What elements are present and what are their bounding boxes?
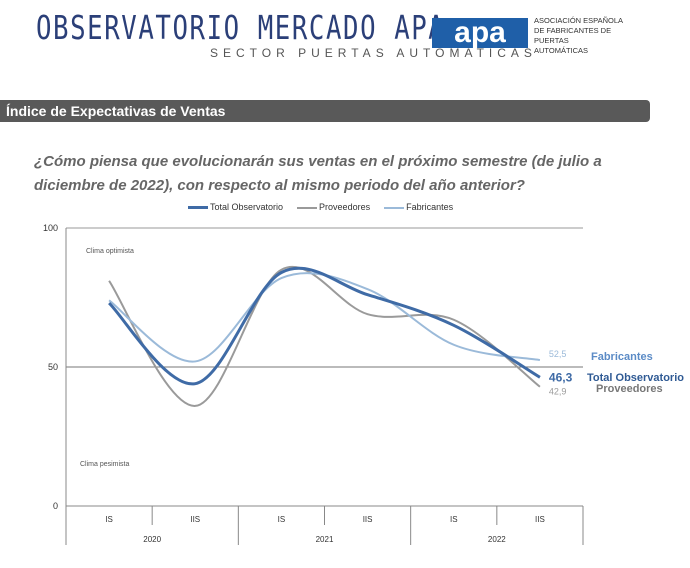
x-tick-label: IS — [450, 515, 458, 524]
svg-text:apa: apa — [454, 16, 506, 49]
header-title: OBSERVATORIO MERCADO APA — [36, 8, 446, 47]
annotation-pesimista: Clima pesimista — [80, 461, 130, 468]
end-value-label: 46,3 — [549, 370, 573, 384]
section-title: Índice de Expectativas de Ventas — [0, 100, 650, 122]
x-tick-label: IS — [105, 515, 113, 524]
series-line-total-observatorio — [108, 266, 541, 386]
x-tick-label: IIS — [535, 515, 545, 524]
annotation-optimista: Clima optimista — [86, 248, 134, 255]
series-name-label: Proveedores — [596, 383, 663, 395]
x-tick-label: IIS — [190, 515, 200, 524]
y-tick-label: 100 — [43, 223, 58, 233]
legend-item: Total Observatorio — [188, 202, 283, 212]
end-value-label: 42,9 — [549, 387, 567, 397]
x-tick-label: IIS — [363, 515, 373, 524]
y-tick-label: 0 — [53, 501, 58, 511]
year-label: 2020 — [143, 535, 161, 544]
legend: Total Observatorio Proveedores Fabricant… — [188, 202, 453, 212]
question: ¿Cómo piensa que evolucionarán sus venta… — [34, 153, 602, 194]
series-name-label: Total Observatorio — [587, 372, 684, 384]
x-tick-label: IS — [278, 515, 286, 524]
end-value-label: 52,5 — [549, 349, 567, 359]
year-label: 2021 — [316, 535, 334, 544]
header-subtitle: SECTOR PUERTAS AUTOMATICAS — [210, 46, 537, 60]
legend-item: Fabricantes — [384, 202, 453, 212]
org-name: ASOCIACIÓN ESPAÑOLA DE FABRICANTES DE PU… — [534, 16, 623, 55]
apa-logo: apa — [432, 16, 528, 49]
year-label: 2022 — [488, 535, 506, 544]
series-name-label: Fabricantes — [591, 351, 653, 363]
legend-item: Proveedores — [297, 202, 370, 212]
y-tick-label: 50 — [48, 362, 58, 372]
series-line-fabricantes — [108, 272, 541, 363]
